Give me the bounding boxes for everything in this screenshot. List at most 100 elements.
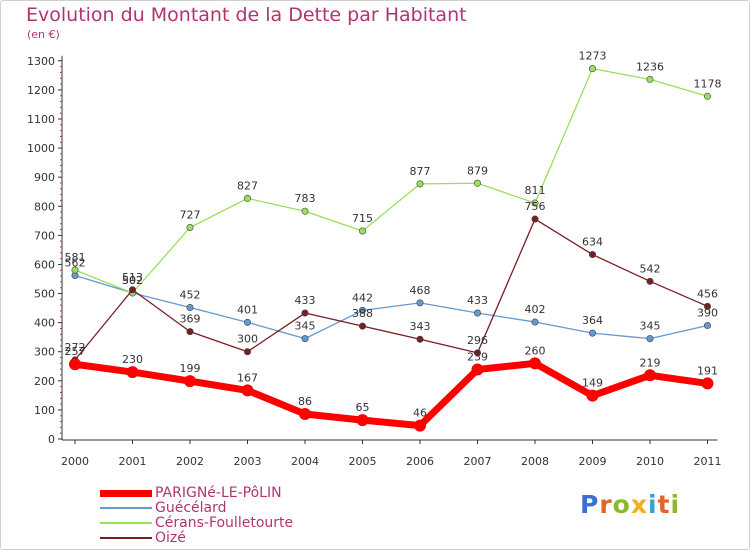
- data-label: 65: [356, 401, 370, 414]
- data-label: 562: [65, 257, 86, 270]
- data-label: 369: [180, 313, 201, 326]
- data-label: 1178: [694, 77, 722, 90]
- data-point: [71, 266, 79, 274]
- data-label: 167: [237, 371, 258, 384]
- data-point: [358, 227, 366, 235]
- data-label: 581: [65, 251, 86, 264]
- series-line: [71, 359, 711, 430]
- series-line: [74, 274, 709, 340]
- data-label: 783: [295, 192, 316, 205]
- data-label: 513: [122, 271, 143, 284]
- legend-label: Oizé: [155, 530, 186, 546]
- y-tick-label: 200: [34, 375, 55, 388]
- data-label: 345: [640, 320, 661, 333]
- data-label: 257: [65, 345, 86, 358]
- data-label: 296: [467, 334, 488, 347]
- data-point: [586, 389, 599, 402]
- data-label: 468: [410, 284, 431, 297]
- data-label: 345: [295, 320, 316, 333]
- data-label: 364: [582, 314, 603, 327]
- y-tick-label: 900: [34, 171, 55, 184]
- series-line: [74, 218, 709, 361]
- data-point: [301, 309, 309, 317]
- x-tick-label: 2007: [464, 455, 492, 468]
- data-point: [301, 207, 309, 215]
- data-point: [588, 65, 596, 73]
- x-tick-label: 2011: [694, 455, 722, 468]
- data-label: 401: [237, 303, 258, 316]
- data-label: 239: [467, 350, 488, 363]
- x-tick-label: 2005: [349, 455, 377, 468]
- series-line: [74, 68, 709, 294]
- data-label: 199: [180, 362, 201, 375]
- data-label: 502: [122, 274, 143, 287]
- data-label: 452: [180, 289, 201, 302]
- data-label: 727: [180, 208, 201, 221]
- data-point: [646, 75, 654, 83]
- legend-label: Guécélard: [155, 500, 227, 516]
- data-point: [126, 366, 139, 379]
- data-label: 230: [122, 353, 143, 366]
- y-tick-label: 600: [34, 258, 55, 271]
- y-tick-label: 300: [34, 346, 55, 359]
- data-point: [703, 302, 711, 310]
- data-point: [241, 384, 254, 397]
- data-point: [184, 375, 196, 388]
- x-tick-label: 2010: [636, 455, 664, 468]
- x-tick-label: 2000: [61, 455, 89, 468]
- data-label: 442: [352, 291, 373, 304]
- data-point: [416, 335, 424, 343]
- data-point: [244, 318, 252, 326]
- chart-canvas: 0 100 200 300 400 500 600 700 800 900 1000 1100 1200…: [27, 50, 722, 468]
- data-point: [299, 407, 311, 420]
- x-tick-label: 2009: [579, 455, 607, 468]
- data-point: [531, 215, 539, 223]
- data-point: [356, 414, 369, 427]
- data-point: [703, 92, 711, 100]
- y-tick-label: 0: [48, 433, 55, 446]
- chart-subtitle: (en €): [27, 28, 60, 41]
- data-point: [358, 322, 366, 330]
- data-label: 1273: [579, 50, 607, 63]
- data-label: 300: [237, 333, 258, 346]
- data-label: 86: [298, 395, 312, 408]
- data-label: 433: [467, 294, 488, 307]
- legend-swatch: [100, 537, 152, 539]
- legend-swatch: [100, 507, 152, 509]
- data-point: [244, 194, 252, 202]
- x-tick-label: 2004: [291, 455, 319, 468]
- y-tick-label: 100: [34, 404, 55, 417]
- data-label: 343: [410, 320, 431, 333]
- data-label: 879: [467, 164, 488, 177]
- data-label: 811: [525, 184, 546, 197]
- legend-label: Cérans-Foulletourte: [155, 515, 294, 531]
- y-tick-label: 400: [34, 317, 55, 330]
- legend-label: PARIGNé-LE-PôLIN: [155, 485, 282, 501]
- x-tick-label: 2001: [119, 455, 147, 468]
- data-point: [414, 419, 426, 432]
- data-point: [531, 199, 539, 207]
- data-label: 433: [295, 294, 316, 307]
- data-label: 402: [525, 303, 546, 316]
- proxiti-logo: Proxiti: [580, 490, 681, 519]
- data-point: [471, 363, 484, 376]
- data-label: 191: [697, 364, 718, 377]
- data-point: [701, 377, 714, 390]
- data-label: 219: [640, 356, 661, 369]
- data-point: [529, 357, 541, 370]
- data-point: [186, 328, 194, 336]
- data-point: [588, 329, 596, 337]
- y-tick-label: 1200: [27, 84, 55, 97]
- data-point: [473, 309, 481, 317]
- data-point: [646, 277, 654, 285]
- data-point: [69, 358, 81, 371]
- data-label: 272: [65, 341, 86, 354]
- data-label: 877: [410, 165, 431, 178]
- data-label: 502: [122, 274, 143, 287]
- data-point: [416, 180, 424, 188]
- data-label: 260: [525, 344, 546, 357]
- legend-swatch: [100, 522, 152, 524]
- data-label: 634: [582, 236, 603, 249]
- data-point: [703, 322, 711, 330]
- data-label: 827: [237, 179, 258, 192]
